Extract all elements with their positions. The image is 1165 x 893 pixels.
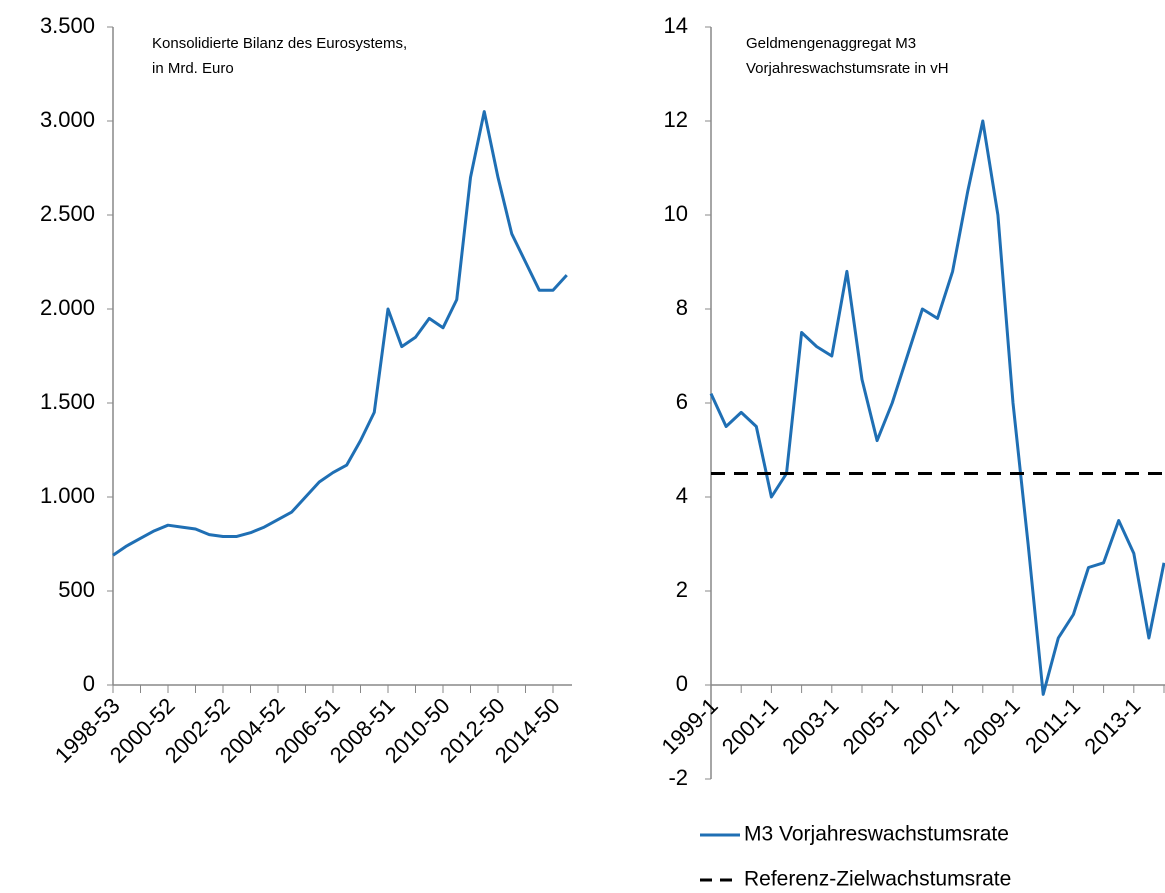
legend-label: Referenz-Zielwachstumsrate: [744, 868, 1011, 891]
legend-label: M3 Vorjahreswachstumsrate: [744, 823, 1009, 846]
y-tick-label: 14: [664, 13, 688, 38]
data-line: [709, 119, 1165, 696]
y-tick-label: -2: [668, 765, 688, 790]
chart-title: in Mrd. Euro: [152, 60, 234, 77]
y-tick-label: 2.500: [40, 201, 95, 226]
x-tick-label: 2009-1: [959, 693, 1025, 759]
y-tick-label: 500: [58, 577, 95, 602]
x-tick-label: 2013-1: [1079, 693, 1145, 759]
y-tick-label: 4: [676, 483, 688, 508]
x-tick-label: 2003-1: [777, 693, 843, 759]
y-tick-label: 6: [676, 389, 688, 414]
x-tick-label: 2007-1: [898, 693, 964, 759]
y-tick-label: 1.500: [40, 389, 95, 414]
x-tick-label: 2001-1: [717, 693, 783, 759]
data-line: [112, 110, 568, 557]
y-tick-label: 0: [676, 671, 688, 696]
y-tick-label: 2: [676, 577, 688, 602]
chart-title: Vorjahreswachstumsrate in vH: [746, 60, 949, 77]
x-tick-label: 2011-1: [1020, 693, 1085, 758]
y-tick-label: 3.500: [40, 13, 95, 38]
y-tick-label: 1.000: [40, 483, 95, 508]
x-tick-label: 1999-1: [657, 693, 723, 759]
y-tick-label: 2.000: [40, 295, 95, 320]
y-tick-label: 12: [664, 107, 688, 132]
chart-title: Konsolidierte Bilanz des Eurosystems,: [152, 35, 407, 52]
y-tick-label: 8: [676, 295, 688, 320]
y-tick-label: 0: [83, 671, 95, 696]
y-tick-label: 3.000: [40, 107, 95, 132]
x-tick-label: 2005-1: [838, 693, 904, 759]
chart-title: Geldmengenaggregat M3: [746, 35, 916, 52]
y-tick-label: 10: [664, 201, 688, 226]
